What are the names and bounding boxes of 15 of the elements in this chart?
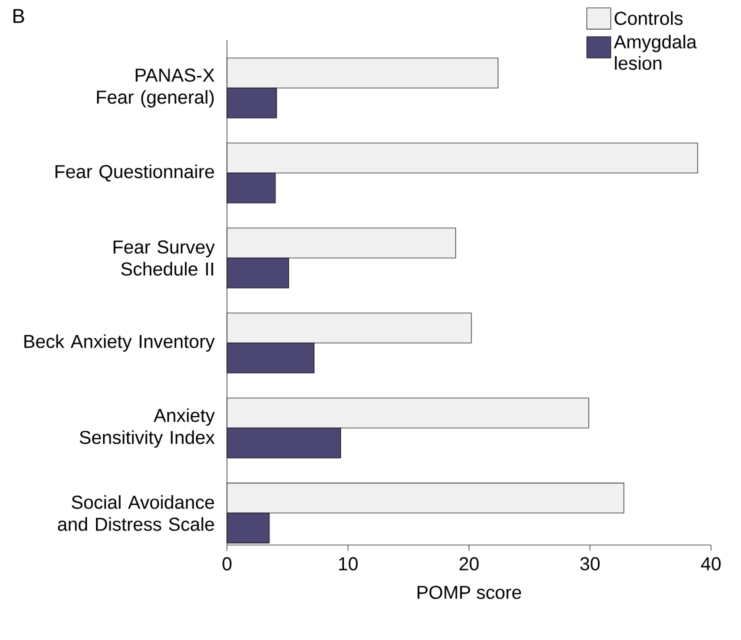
y-tick-label: PANAS-X Fear (general): [97, 68, 214, 108]
y-tick-label: Beck Anxiety Inventory: [24, 334, 215, 352]
x-tick-label: 0: [222, 557, 232, 570]
y-tick-label: Anxiety Sensitivity Index: [80, 408, 215, 448]
text: B: [13, 9, 24, 23]
x-tick-label: 40: [701, 557, 721, 570]
y-tick-label: Fear Questionnaire: [56, 164, 214, 182]
y-tick-label: Social Avoidance and Distress Scale: [58, 495, 214, 531]
y-tick-label: Fear Survey Schedule II: [114, 240, 215, 276]
legend-label: Controls: [614, 11, 683, 25]
legend-label: Amygdala lesion: [614, 34, 697, 70]
x-axis-title: POMP score: [418, 586, 522, 599]
x-tick-label: 10: [339, 557, 358, 570]
x-tick-label: 30: [580, 557, 600, 570]
x-tick-label: 20: [460, 557, 479, 570]
